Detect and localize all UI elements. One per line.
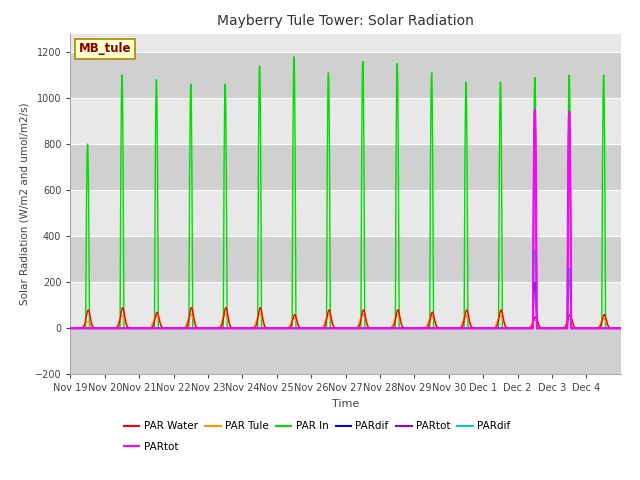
PARtot [416,325,424,331]
PARtot [94,325,102,331]
Bar [70,52,621,98]
PARdif [67,325,74,331]
PARdif [94,325,102,331]
Legend: PARtot: PARtot [120,438,182,456]
PARtot [266,325,273,331]
PAR In [504,325,512,331]
Y-axis label: Solar Radiation (W/m2 and umol/m2/s): Solar Radiation (W/m2 and umol/m2/s) [19,103,29,305]
Bar [70,282,621,328]
PAR Tule [256,311,264,316]
Bar [70,98,621,144]
Text: MB_tule: MB_tule [79,42,131,55]
Line: PARdif: PARdif [70,250,621,328]
PARdif [565,265,573,271]
PARtot [531,107,539,112]
PAR Water [119,305,127,311]
PAR In [416,325,424,331]
PARtot [266,325,273,331]
PARtot [67,325,74,331]
PARtot [475,325,483,331]
PAR Water [475,325,483,331]
PAR In [94,325,102,331]
PARtot [504,325,511,331]
PAR Water [514,325,522,331]
PAR Tule [266,325,273,331]
PARdif [416,325,424,331]
PAR Water [67,325,74,331]
Line: PARtot: PARtot [70,109,621,328]
X-axis label: Time: Time [332,399,359,409]
PAR Tule [504,325,512,331]
Line: PAR Tule: PAR Tule [70,313,621,328]
Line: PAR In: PAR In [70,57,621,328]
PAR Tule [392,314,400,320]
PAR Tule [94,325,102,331]
PARtot [531,107,539,112]
PARtot [416,325,424,331]
PAR Tule [416,325,424,331]
PARdif [416,325,424,331]
PAR Water [266,325,273,331]
PAR Water [504,325,512,331]
PAR In [392,145,400,151]
PARdif [531,247,539,253]
PARdif [475,325,483,331]
PAR In [67,325,74,331]
Line: PARtot: PARtot [70,109,621,328]
PARdif [266,325,273,331]
PAR Tule [67,325,74,331]
PARtot [67,325,74,331]
PARdif [94,325,102,331]
Bar [70,328,621,374]
PAR Water [94,325,102,331]
PARdif [617,325,625,331]
PAR Water [416,325,424,331]
PARdif [266,325,273,331]
Bar [70,236,621,282]
PAR In [475,325,483,331]
PARdif [617,325,625,331]
PAR Tule [617,325,625,331]
PAR In [617,325,625,331]
PARdif [475,325,483,331]
PARtot [392,325,400,331]
PARdif [67,325,74,331]
Bar [70,190,621,236]
Line: PARdif: PARdif [70,268,621,328]
PARtot [504,325,511,331]
PARtot [617,325,625,331]
Bar [70,144,621,190]
PARtot [475,325,483,331]
PAR Tule [475,325,483,331]
PARtot [94,325,102,331]
PAR In [266,325,273,331]
PAR Water [392,312,400,318]
PAR Water [617,325,625,331]
PARdif [504,325,511,331]
PARdif [392,325,400,331]
PARtot [617,325,625,331]
Title: Mayberry Tule Tower: Solar Radiation: Mayberry Tule Tower: Solar Radiation [217,14,474,28]
PAR In [290,54,298,60]
PARdif [392,325,400,331]
PARtot [392,325,400,331]
PARdif [504,325,511,331]
Line: PAR Water: PAR Water [70,308,621,328]
